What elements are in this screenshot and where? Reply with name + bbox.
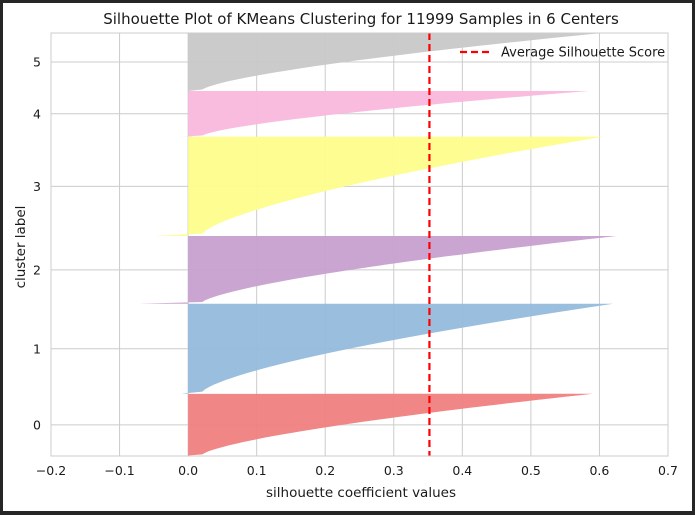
legend: Average Silhouette Score [460, 46, 665, 61]
cluster-bands [138, 33, 617, 456]
cluster-band-2 [138, 236, 617, 304]
y-tick-label: 4 [33, 106, 41, 121]
y-tick-label: 5 [33, 54, 41, 69]
chart-title: Silhouette Plot of KMeans Clustering for… [103, 10, 619, 28]
cluster-band-0 [181, 393, 593, 456]
x-tick-label: 0.1 [247, 463, 267, 478]
x-tick-label: 0.5 [521, 463, 541, 478]
y-tick-labels: 0 1 2 3 4 5 [33, 54, 41, 432]
x-tick-label: 0.2 [315, 463, 335, 478]
x-tick-labels: −0.2 −0.1 0.0 0.1 0.2 0.3 0.4 0.5 0.6 0.7 [36, 463, 678, 478]
x-tick-label: 0.4 [452, 463, 472, 478]
x-tick-label: 0.0 [178, 463, 198, 478]
x-tick-label: −0.2 [36, 463, 66, 478]
x-tick-label: 0.3 [384, 463, 404, 478]
x-tick-label: 0.7 [658, 463, 678, 478]
y-axis-label: cluster label [13, 206, 29, 289]
cluster-band-1 [181, 303, 614, 394]
silhouette-chart: −0.2 −0.1 0.0 0.1 0.2 0.3 0.4 0.5 0.6 0.7 012345 … [13, 10, 678, 501]
y-tick-label: 2 [33, 262, 41, 277]
cluster-band-5 [188, 33, 603, 91]
y-tick-label: 1 [33, 341, 41, 356]
x-tick-label: 0.6 [589, 463, 609, 478]
y-tick-label: 3 [33, 179, 41, 194]
cluster-band-4 [181, 90, 590, 137]
x-axis-label: silhouette coefficient values [266, 485, 456, 501]
plot-frame [50, 32, 669, 457]
x-tick-label: −0.1 [104, 463, 134, 478]
y-tick-label: 0 [33, 417, 41, 432]
legend-average-label: Average Silhouette Score [501, 46, 665, 61]
cluster-band-3 [153, 136, 603, 237]
